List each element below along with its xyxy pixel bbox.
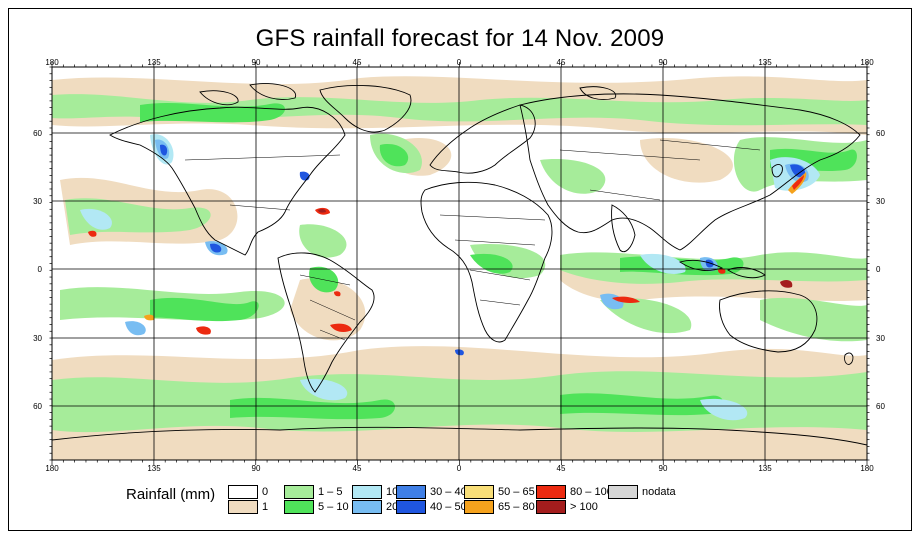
lon-tick-top: 90 [659, 58, 668, 67]
legend-swatch-8 [464, 485, 494, 499]
lat-tick-left: 30 [33, 334, 42, 343]
lon-tick-bottom: 90 [659, 464, 668, 473]
lon-tick-top: 135 [758, 58, 772, 67]
legend-label-12: nodata [642, 486, 676, 498]
lat-tick-right: 60 [876, 402, 885, 411]
lon-tick-top: 45 [353, 58, 362, 67]
lon-tick-bottom: 45 [557, 464, 566, 473]
legend-swatch-11 [536, 500, 566, 514]
minor-ticks [49, 62, 870, 465]
lon-tick-top: 180 [860, 58, 874, 67]
legend-swatch-3 [284, 500, 314, 514]
lon-tick-bottom: 135 [147, 464, 161, 473]
lat-tick-right: 30 [876, 334, 885, 343]
lon-tick-top: 45 [557, 58, 566, 67]
lon-tick-bottom: 135 [758, 464, 772, 473]
lat-tick-left: 60 [33, 402, 42, 411]
lon-tick-top: 90 [252, 58, 261, 67]
legend-label-7: 40 – 50 [430, 501, 467, 513]
rain-band-30-50 [160, 144, 806, 268]
legend-label-2: 1 – 5 [318, 486, 343, 498]
legend-label-3: 5 – 10 [318, 501, 349, 513]
legend-swatch-5 [352, 500, 382, 514]
legend-swatch-0 [228, 485, 258, 499]
lat-tick-left: 30 [33, 197, 42, 206]
legend-label-1: 1 [262, 501, 269, 513]
rainfall-field [52, 67, 867, 460]
tick-labels: 180 135 90 45 0 45 90 135 180 180 135 90… [33, 58, 885, 473]
lon-tick-top: 180 [45, 58, 59, 67]
lon-tick-bottom: 0 [457, 464, 462, 473]
legend-label-9: 65 – 80 [498, 501, 535, 513]
legend-swatch-4 [352, 485, 382, 499]
lat-tick-left: 0 [38, 265, 43, 274]
legend-label-8: 50 – 65 [498, 486, 535, 498]
lat-tick-right: 0 [876, 265, 881, 274]
legend-swatch-10 [536, 485, 566, 499]
legend-label-0: 0 [262, 486, 269, 498]
lon-tick-top: 0 [457, 58, 462, 67]
lat-tick-right: 60 [876, 129, 885, 138]
lat-tick-right: 30 [876, 197, 885, 206]
legend-swatch-6 [396, 485, 426, 499]
rain-peaks [88, 172, 807, 356]
lon-tick-bottom: 90 [252, 464, 261, 473]
legend-swatch-7 [396, 500, 426, 514]
legend-label-11: > 100 [570, 501, 598, 513]
borders [184, 139, 761, 341]
graticule [52, 67, 867, 460]
legend-swatch-2 [284, 485, 314, 499]
lat-tick-left: 60 [33, 129, 42, 138]
map-title: GFS rainfall forecast for 14 Nov. 2009 [255, 25, 665, 52]
lon-tick-top: 135 [147, 58, 161, 67]
lon-tick-bottom: 180 [860, 464, 874, 473]
legend-swatch-1 [228, 500, 258, 514]
legend-swatch-12 [608, 485, 638, 499]
lon-tick-bottom: 180 [45, 464, 59, 473]
legend-label-6: 30 – 40 [430, 486, 467, 498]
legend-title: Rainfall (mm) [126, 486, 216, 503]
legend-label-10: 80 – 100 [570, 486, 613, 498]
legend-swatch-9 [464, 500, 494, 514]
lon-tick-bottom: 45 [353, 464, 362, 473]
